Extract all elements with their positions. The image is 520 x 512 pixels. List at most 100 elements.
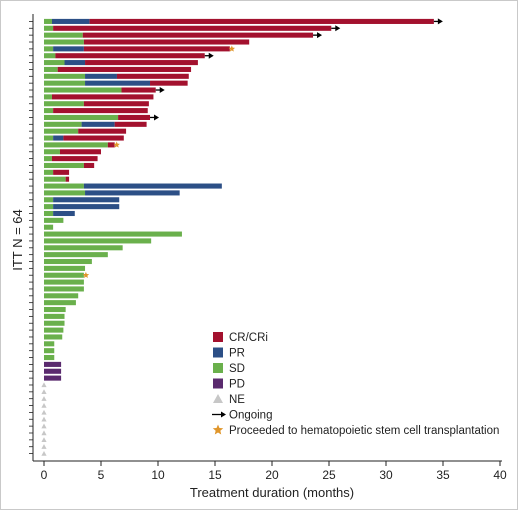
patient-row xyxy=(44,108,148,114)
patient-row xyxy=(44,135,124,141)
bar-segment-sd xyxy=(44,87,122,93)
patient-row xyxy=(41,430,47,436)
ne-marker xyxy=(41,382,47,388)
x-tick-label: 15 xyxy=(208,468,222,482)
bar-segment-sd xyxy=(44,204,54,210)
bar-segment-sd xyxy=(44,252,108,258)
bar-segment-sd xyxy=(44,18,52,24)
patient-row xyxy=(44,341,55,347)
ongoing-arrow-head xyxy=(317,32,323,39)
bar-segment-sd xyxy=(44,210,54,217)
bar-segment-sd xyxy=(44,327,64,333)
patient-row xyxy=(44,231,182,237)
bar-segment-cr xyxy=(107,142,115,148)
patient-row xyxy=(44,361,62,367)
bar-segment-sd xyxy=(44,114,119,120)
ne-marker xyxy=(41,396,47,401)
patient-row xyxy=(44,80,188,86)
bar-segment-cr xyxy=(53,108,148,114)
legend-label: Ongoing xyxy=(229,410,272,422)
bar-segment-sd xyxy=(44,128,79,134)
bar-segment-sd xyxy=(44,60,65,66)
patient-row xyxy=(44,18,443,25)
bar-segment-cr xyxy=(150,80,188,86)
legend-item-ne: NE xyxy=(213,394,245,406)
ne-marker xyxy=(41,389,47,395)
patient-row xyxy=(44,197,120,203)
bar-segment-pr xyxy=(83,183,222,189)
patient-row xyxy=(44,60,198,66)
bar-segment-sd xyxy=(44,46,54,52)
bar-segment-sd xyxy=(44,320,65,326)
legend-label: NE xyxy=(229,394,245,406)
patient-row xyxy=(41,396,47,401)
patient-row xyxy=(44,306,66,313)
patient-row xyxy=(44,375,62,381)
ne-marker xyxy=(41,450,47,456)
hsct-star xyxy=(82,271,90,278)
bar-segment-pr xyxy=(51,18,90,24)
bar-segment-sd xyxy=(44,73,86,79)
ongoing-arrow-head xyxy=(437,18,443,25)
legend-item-arrow: Ongoing xyxy=(212,410,272,422)
patient-row xyxy=(44,101,149,107)
ne-marker xyxy=(41,409,47,415)
bar-segment-cr xyxy=(63,135,124,141)
patient-row xyxy=(44,224,54,230)
bar-segment-cr xyxy=(83,101,149,107)
x-tick-label: 0 xyxy=(41,468,48,482)
patient-row xyxy=(44,271,90,278)
bar-segment-pr xyxy=(64,60,86,66)
bar-segment-sd xyxy=(44,101,84,107)
bar-segment-sd xyxy=(44,341,55,347)
legend: CR/CRi PR SD PD NE Ongoing Proceeded to hemato… xyxy=(212,332,499,437)
patient-row xyxy=(44,162,95,169)
patient-row xyxy=(41,444,47,449)
bar-segment-sd xyxy=(44,286,84,292)
bar-segment-sd xyxy=(44,197,54,203)
patient-row xyxy=(44,279,84,285)
bar-segment-sd xyxy=(44,53,56,59)
legend-item-pr: PR xyxy=(213,347,245,360)
patient-row xyxy=(44,286,84,292)
bar-segment-sd xyxy=(44,293,79,299)
bar-segment-sd xyxy=(44,183,84,189)
patient-row xyxy=(44,300,76,306)
patient-row xyxy=(41,437,47,443)
bar-segment-pd xyxy=(44,368,62,374)
bar-segment-cr xyxy=(116,73,189,79)
bar-segment-sd xyxy=(44,306,66,313)
patient-row xyxy=(44,252,108,258)
patient-row xyxy=(44,265,86,271)
bar-segment-sd xyxy=(44,149,60,155)
patient-row xyxy=(44,45,236,52)
bar-segment-pr xyxy=(81,121,115,127)
ne-marker xyxy=(41,423,47,429)
bar-segment-pr xyxy=(53,210,75,217)
patient-row xyxy=(44,368,62,374)
legend-triangle xyxy=(213,394,223,403)
bar-segment-cr xyxy=(78,128,127,134)
bar-segment-sd xyxy=(44,245,123,251)
bar-segment-sd xyxy=(44,94,52,100)
legend-item-star: Proceeded to hematopoietic stem cell tra… xyxy=(212,424,499,437)
bar-segment-cr xyxy=(51,156,98,162)
patient-row xyxy=(44,313,65,319)
bar-segment-cr xyxy=(82,32,314,38)
bar-segment-cr xyxy=(51,94,154,100)
bar-segment-sd xyxy=(44,66,58,72)
x-axis-label: Treatment duration (months) xyxy=(190,485,354,500)
legend-swatch xyxy=(213,363,223,373)
ongoing-arrow-head xyxy=(154,114,160,121)
bar-segment-cr xyxy=(83,39,250,45)
x-tick-label: 25 xyxy=(322,468,336,482)
bar-segment-cr xyxy=(114,121,147,127)
bar-segment-pr xyxy=(53,46,84,52)
bar-segment-cr xyxy=(55,53,205,59)
bar-segment-cr xyxy=(59,149,101,155)
hsct-star xyxy=(228,45,236,52)
bar-segment-cr xyxy=(83,162,95,169)
bar-segment-sd xyxy=(44,142,108,148)
legend-item-pd: PD xyxy=(213,378,245,391)
